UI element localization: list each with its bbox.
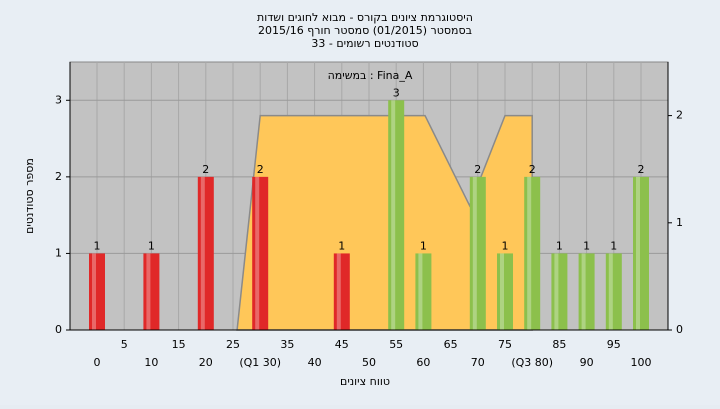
- y-tick-label: 3: [55, 93, 62, 106]
- annotation: במשימה : Fina_A: [328, 69, 413, 82]
- y-axis-label: מספר סטודנטים: [23, 158, 36, 234]
- bar-highlight: [418, 253, 423, 330]
- value-label: 2: [202, 163, 209, 176]
- titles: היסטוגרמת ציונים בקורס - מבוא לחוגים ושד…: [257, 11, 473, 50]
- title-line: בסמסטר (01/2015) סמסטר חורף 2015/16: [258, 24, 472, 37]
- x-tick-label: 20: [199, 356, 213, 369]
- x-tick-label: 50: [362, 356, 376, 369]
- bar: [469, 176, 486, 330]
- value-label: 1: [94, 239, 101, 252]
- bar: [89, 253, 105, 330]
- bar: [497, 253, 513, 330]
- value-label: 1: [502, 239, 509, 252]
- value-label: 2: [257, 163, 264, 176]
- x-tick-label: 85: [552, 338, 566, 351]
- x-tick-label: 65: [444, 338, 458, 351]
- x-tick-label: 75: [498, 338, 512, 351]
- bar-highlight: [608, 253, 613, 330]
- bar: [633, 176, 649, 330]
- bar: [551, 253, 568, 330]
- y2-tick-label: 0: [676, 323, 683, 336]
- bar-highlight: [200, 176, 205, 330]
- x-axis-label: טווח ציונים: [340, 375, 390, 388]
- x-tick-label: 5: [121, 338, 128, 351]
- value-label: 1: [148, 239, 155, 252]
- bar-highlight: [146, 253, 151, 330]
- value-label: 1: [556, 239, 563, 252]
- bar-highlight: [527, 176, 532, 330]
- bar: [143, 253, 160, 330]
- value-label: 3: [393, 86, 400, 99]
- x-tick-label: 0: [94, 356, 101, 369]
- bar: [578, 253, 595, 330]
- value-label: 1: [583, 239, 590, 252]
- bar-highlight: [581, 253, 586, 330]
- bar-highlight: [391, 100, 396, 331]
- bar-highlight: [472, 176, 477, 330]
- value-label: 1: [338, 239, 345, 252]
- value-label: 1: [420, 239, 427, 252]
- x-tick-label: 60: [416, 356, 430, 369]
- bar: [524, 176, 541, 330]
- x-tick-label: 25: [226, 338, 240, 351]
- x-tick-label: 35: [280, 338, 294, 351]
- x-tick-label: 70: [471, 356, 485, 369]
- y-tick-label: 1: [55, 246, 62, 259]
- y-tick-label: 0: [55, 323, 62, 336]
- x-tick-label: 15: [172, 338, 186, 351]
- bar: [415, 253, 432, 330]
- bar: [333, 253, 350, 330]
- bar-highlight: [92, 253, 96, 330]
- bar-highlight: [336, 253, 341, 330]
- y2-tick-label: 2: [676, 109, 683, 122]
- title-line: היסטוגרמת ציונים בקורס - מבוא לחוגים ושד…: [257, 11, 473, 24]
- value-label: 2: [529, 163, 536, 176]
- bar: [197, 176, 214, 330]
- value-label: 1: [610, 239, 617, 252]
- bar-highlight: [255, 176, 260, 330]
- y-tick-label: 2: [55, 170, 62, 183]
- x-tick-label: 55: [389, 338, 403, 351]
- x-tick-label: 100: [631, 356, 652, 369]
- x-tick-label: (Q1 30): [239, 356, 281, 369]
- value-label: 2: [474, 163, 481, 176]
- x-tick-label: 90: [580, 356, 594, 369]
- bar: [388, 100, 405, 331]
- x-tick-label: 40: [308, 356, 322, 369]
- title-line: סטודנטים רשומים - 33: [311, 37, 418, 50]
- x-tick-label: (Q3 80): [511, 356, 553, 369]
- bar-highlight: [636, 176, 640, 330]
- x-tick-label: 10: [144, 356, 158, 369]
- bar: [252, 176, 269, 330]
- bar-highlight: [554, 253, 559, 330]
- x-tick-label: 95: [607, 338, 621, 351]
- value-label: 2: [638, 163, 645, 176]
- y2-tick-label: 1: [676, 216, 683, 229]
- bar: [605, 253, 622, 330]
- bar-highlight: [500, 253, 504, 330]
- x-tick-label: 45: [335, 338, 349, 351]
